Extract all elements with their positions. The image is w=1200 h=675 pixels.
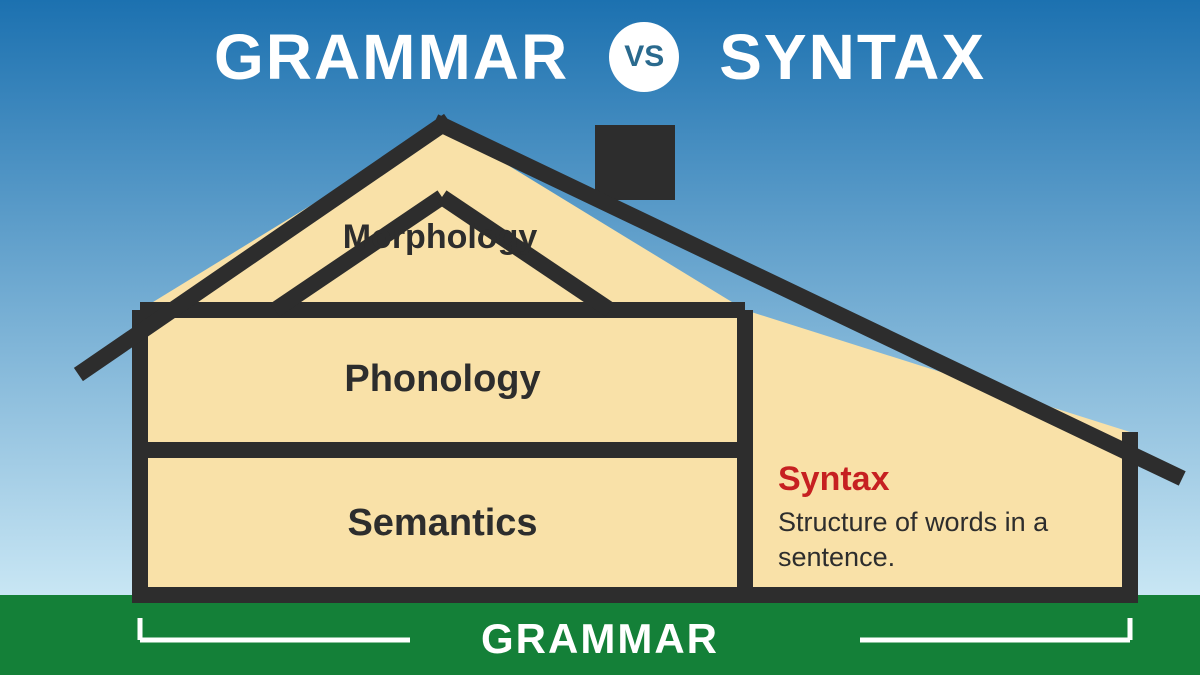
footer-label: GRAMMAR	[0, 615, 1200, 663]
footer-bracket	[0, 0, 1200, 675]
